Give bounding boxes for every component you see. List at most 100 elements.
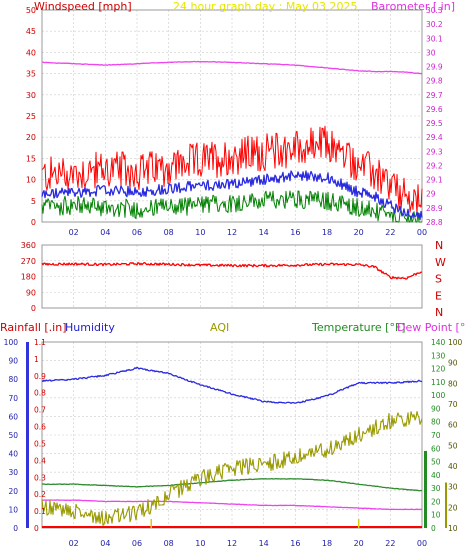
compass-label: W — [435, 256, 446, 269]
time-tick-label: 22 — [385, 539, 395, 548]
aqi-tick-label: 70 — [448, 400, 458, 409]
rainfall-legend: Rainfall [.in] — [0, 321, 67, 334]
aqi-tick-label: 50 — [448, 441, 458, 450]
windspeed-tick-label: 45 — [26, 27, 36, 36]
humidity-tick-label: 100 — [4, 338, 19, 347]
humidity-tick-label: 0 — [13, 524, 18, 533]
humidity-tick-label: 80 — [8, 375, 18, 384]
rainfall-tick-label: 0.3 — [34, 473, 46, 482]
aqi-tick-label: 40 — [448, 462, 458, 471]
aqi-axis-bar — [445, 482, 447, 528]
windspeed-tick-label: 40 — [26, 48, 36, 57]
barometer-tick-label: 30.3 — [426, 6, 443, 15]
temperature-tick-label: 110 — [431, 378, 446, 387]
temperature-line — [41, 477, 423, 492]
time-tick-label: 06 — [132, 228, 142, 237]
chart-title: 24 hour graph day : May 03 2025 — [173, 0, 358, 13]
wind-direction-line — [41, 262, 422, 280]
temperature-tick-label: 140 — [431, 338, 446, 347]
humidity-line — [41, 366, 423, 404]
humidity-tick-label: 30 — [8, 468, 18, 477]
barometer-tick-label: 29 — [426, 190, 436, 199]
series-layer — [41, 60, 423, 528]
time-tick-label: 10 — [195, 228, 205, 237]
wind-panel-frame — [41, 9, 423, 223]
temperature-tick-label: 10 — [431, 511, 441, 520]
barometer-tick-label: 28.8 — [426, 218, 443, 227]
windspeed-tick-label: 15 — [26, 154, 36, 163]
rainfall-tick-label: 1.1 — [34, 338, 46, 347]
barometer-tick-label: 29.6 — [426, 105, 443, 114]
time-tick-label: 14 — [259, 539, 269, 548]
aqi-tick-label: 60 — [448, 421, 458, 430]
wind-avg-line — [41, 170, 423, 221]
humidity-tick-label: 10 — [8, 505, 18, 514]
direction-tick-label: 90 — [26, 288, 36, 297]
barometer-tick-label: 29.3 — [426, 147, 443, 156]
temperature-tick-label: 60 — [431, 444, 441, 453]
barometer-tick-label: 30.1 — [426, 34, 443, 43]
time-tick-label: 02 — [69, 228, 79, 237]
time-tick-label: 22 — [385, 228, 395, 237]
rainfall-tick-label: 0.4 — [34, 456, 46, 465]
time-tick-label: 20 — [354, 228, 364, 237]
rainfall-tick-label: 0.6 — [34, 423, 46, 432]
direction-panel-frame — [41, 244, 423, 309]
temperature-tick-label: 0 — [431, 524, 436, 533]
rainfall-tick-label: 1 — [34, 355, 39, 364]
direction-tick-label: 180 — [21, 273, 36, 282]
humidity-tick-label: 20 — [8, 487, 18, 496]
temperature-tick-label: 90 — [431, 404, 441, 413]
aqi-line — [41, 411, 423, 526]
barometer-tick-label: 29.2 — [426, 161, 443, 170]
barometer-axis-label: Barometer [.in] — [371, 0, 455, 13]
temperature-tick-label: 30 — [431, 484, 441, 493]
dew-point-line — [42, 499, 423, 511]
rainfall-tick-label: 0.5 — [34, 439, 46, 448]
wind-low-line — [41, 190, 422, 223]
temperature-axis-bar — [424, 450, 427, 528]
direction-tick-label: 0 — [31, 304, 36, 313]
windspeed-tick-label: 0 — [31, 218, 36, 227]
barometer-tick-label: 29.8 — [426, 77, 443, 86]
direction-tick-label: 270 — [21, 257, 36, 266]
aqi-tick-label: 80 — [448, 379, 458, 388]
time-tick-label: 12 — [227, 228, 237, 237]
frame-layer — [26, 9, 447, 529]
time-tick-label: 12 — [227, 539, 237, 548]
grid-layer — [42, 9, 423, 528]
barometer-tick-label: 29.7 — [426, 91, 443, 100]
temperature-tick-label: 20 — [431, 497, 441, 506]
humidity-tick-label: 90 — [8, 357, 18, 366]
barometer-tick-label: 28.9 — [426, 204, 443, 213]
time-tick-label: 20 — [354, 539, 364, 548]
windspeed-tick-label: 30 — [26, 91, 36, 100]
rainfall-tick-label: 0.2 — [34, 490, 46, 499]
rainfall-tick-label: 0.7 — [34, 406, 46, 415]
temperature-legend: Temperature [°F] — [311, 321, 406, 334]
windspeed-tick-label: 10 — [26, 176, 36, 185]
wind-gust-line — [41, 125, 423, 215]
rainfall-tick-label: 0.1 — [34, 507, 46, 516]
windspeed-tick-label: 5 — [31, 197, 36, 206]
compass-label: S — [435, 273, 442, 286]
aqi-tick-label: 20 — [448, 503, 458, 512]
barometer-line — [41, 60, 423, 75]
temperature-tick-label: 130 — [431, 351, 446, 360]
direction-tick-label: 360 — [21, 241, 36, 250]
barometer-tick-label: 29.1 — [426, 176, 443, 185]
barometer-tick-label: 29.9 — [426, 63, 443, 72]
dew-point-legend: Dew Point [°F] — [397, 321, 466, 334]
compass-label: N — [435, 306, 443, 319]
temperature-tick-label: 70 — [431, 431, 441, 440]
aqi-legend: AQI — [210, 321, 229, 334]
rainfall-tick-label: 0 — [34, 524, 39, 533]
temperature-tick-label: 100 — [431, 391, 446, 400]
humidity-tick-label: 50 — [8, 431, 18, 440]
temperature-tick-label: 120 — [431, 365, 446, 374]
time-tick-label: 06 — [132, 539, 142, 548]
time-tick-label: 16 — [290, 539, 300, 548]
windspeed-tick-label: 50 — [26, 6, 36, 15]
